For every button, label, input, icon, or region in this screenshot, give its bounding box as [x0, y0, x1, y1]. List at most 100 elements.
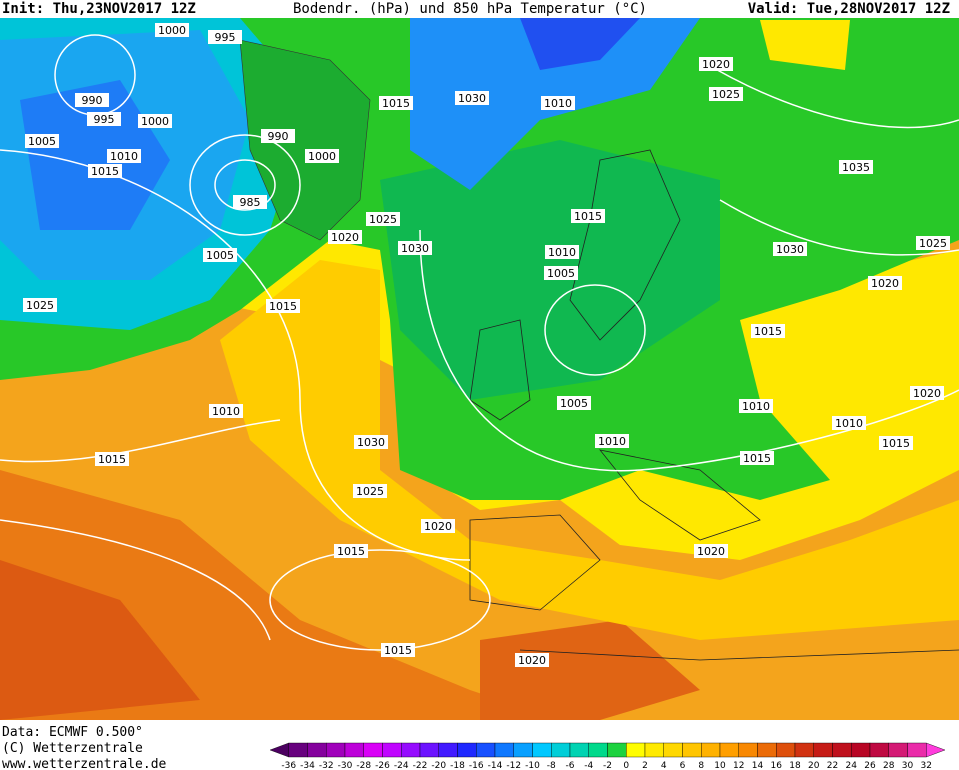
isobar-label-box	[95, 452, 129, 466]
header-bar	[0, 0, 959, 18]
color-swatch	[813, 742, 833, 758]
isobar-label-box	[557, 396, 591, 410]
isobar-label: 1000	[158, 24, 186, 37]
color-scale-label: 22	[827, 761, 838, 770]
color-scale-label: 20	[808, 761, 820, 770]
isobar-label-box	[23, 298, 57, 312]
isobar-label: 995	[215, 31, 236, 44]
color-scale-label: -18	[450, 761, 465, 770]
isobar-label: 1000	[141, 115, 169, 128]
color-swatch	[513, 742, 533, 758]
isobar-label-box	[773, 242, 807, 256]
color-scale-label: -28	[356, 761, 371, 770]
isobar-label: 1010	[544, 97, 572, 110]
isobar-label-box	[421, 519, 455, 533]
init-time: Init: Thu,23NOV2017 12Z	[2, 1, 196, 17]
isobar-label-box	[138, 114, 172, 128]
isobar-label-box	[366, 212, 400, 226]
color-scale-label: 32	[921, 761, 932, 770]
color-scale-label: -16	[469, 761, 484, 770]
color-scale-label: -10	[525, 761, 540, 770]
color-swatch	[551, 742, 571, 758]
isobar-label-box	[266, 299, 300, 313]
temperature-field	[20, 80, 170, 230]
color-swatch	[363, 742, 383, 758]
color-scale-label: -8	[547, 761, 556, 770]
isobar-label-box	[910, 386, 944, 400]
isobar-label-box	[353, 484, 387, 498]
isobar-label-box	[916, 236, 950, 250]
color-swatch	[588, 742, 608, 758]
color-swatch	[569, 742, 589, 758]
isobar-label-box	[155, 23, 189, 37]
color-swatch	[326, 742, 346, 758]
isobar-label: 1030	[357, 436, 385, 449]
color-scale-label: 10	[714, 761, 726, 770]
isobar-label-box	[868, 276, 902, 290]
isobar-label-box	[832, 416, 866, 430]
isobar-label-box	[740, 451, 774, 465]
color-scale-label: -36	[281, 761, 296, 770]
color-swatch	[738, 742, 758, 758]
color-scale-label: -6	[566, 761, 575, 770]
color-scale-label: 6	[680, 761, 686, 770]
isobar	[269, 549, 491, 651]
color-scale-label: 18	[789, 761, 801, 770]
isobar-label-box	[398, 241, 432, 255]
isobar	[699, 59, 959, 256]
color-scale-label: 4	[661, 761, 667, 770]
isobar-label: 1015	[384, 644, 412, 657]
isobar-label: 1010	[548, 246, 576, 259]
isobar-label: 1010	[598, 435, 626, 448]
isobar-label-box	[261, 129, 295, 143]
isobar-label-box	[381, 643, 415, 657]
color-swatch	[701, 742, 721, 758]
temperature-field	[0, 560, 200, 720]
isobar-label: 1020	[697, 545, 725, 558]
color-scale-label: 28	[883, 761, 895, 770]
color-scale-label: 12	[733, 761, 744, 770]
color-scale-label: 8	[698, 761, 704, 770]
color-scale-label: 2	[642, 761, 648, 770]
color-scale-label: 26	[864, 761, 876, 770]
isobar-label: 1010	[835, 417, 863, 430]
isobar-label-box	[233, 195, 267, 209]
color-swatch	[757, 742, 777, 758]
isobar	[189, 134, 301, 236]
isobar-label: 1020	[913, 387, 941, 400]
color-swatch	[288, 742, 308, 758]
isobar	[0, 419, 281, 641]
color-swatch	[926, 742, 946, 758]
color-swatch	[719, 742, 739, 758]
isobars	[0, 34, 959, 651]
isobar-label-box	[379, 96, 413, 110]
isobar-label: 1005	[28, 135, 56, 148]
color-swatch	[419, 742, 439, 758]
isobar-label: 1015	[98, 453, 126, 466]
isobar-label-box	[571, 209, 605, 223]
isobar-label: 1025	[26, 299, 54, 312]
color-swatch	[626, 742, 646, 758]
color-swatch	[401, 742, 421, 758]
color-scale: -36 -34 -32 -30 -28 -26 -24 -22 -20 -18 -16 -14 -12-…	[269, 742, 946, 770]
isobar-label: 1010	[212, 405, 240, 418]
isobar-label-box	[544, 266, 578, 280]
isobar-label: 1005	[560, 397, 588, 410]
isobar-label: 1020	[331, 231, 359, 244]
isobar-label-box	[87, 112, 121, 126]
color-swatch	[476, 742, 496, 758]
isobar-label: 1025	[712, 88, 740, 101]
valid-time: Valid: Tue,28NOV2017 12Z	[748, 1, 950, 17]
isobar-label: 985	[240, 196, 261, 209]
color-scale-label: -22	[413, 761, 428, 770]
isobar-label-box	[209, 404, 243, 418]
isobar-label-box	[354, 435, 388, 449]
color-swatch	[776, 742, 796, 758]
isobar-label: 1015	[882, 437, 910, 450]
isobar	[0, 149, 471, 561]
isobar-labels: 1000 995 990 995 1000 1005 1010 1015 990 1000 985 1…	[23, 23, 950, 667]
data-source: Data: ECMWF 0.500°	[2, 725, 143, 740]
color-scale-label: -2	[603, 761, 612, 770]
